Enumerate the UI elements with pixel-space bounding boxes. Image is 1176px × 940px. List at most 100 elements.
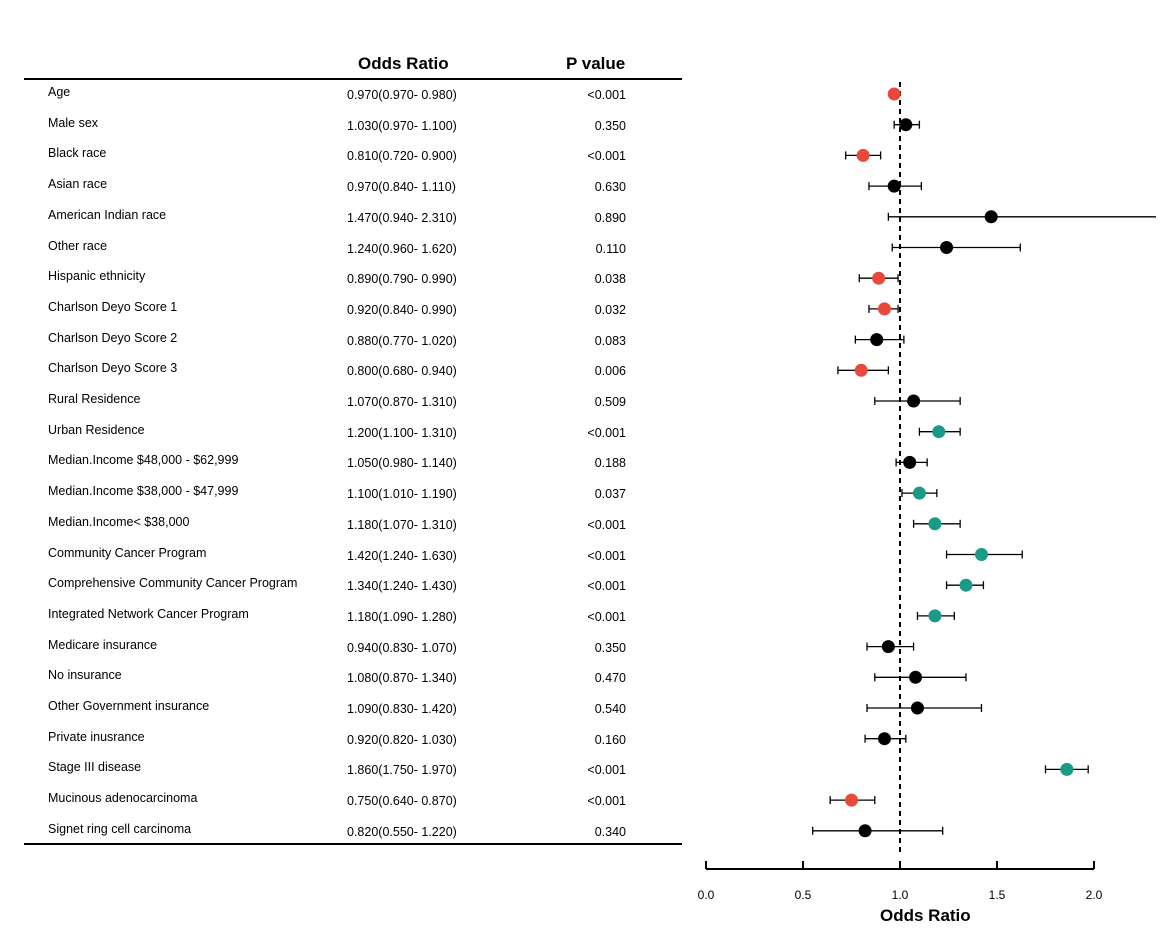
odds-ratio-ci-value: 1.470(0.940- 2.310) (347, 210, 457, 225)
odds-ratio-ci-value: 0.810(0.720- 0.900) (347, 149, 457, 164)
row-label: Charlson Deyo Score 1 (48, 299, 178, 314)
point-estimate (858, 824, 872, 838)
table-row: Male sex 1.030(0.970- 1.100) 0.350 (0, 110, 700, 140)
row-label: Comprehensive Community Cancer Program (48, 576, 298, 591)
row-label: Charlson Deyo Score 2 (48, 330, 178, 345)
row-label: Black race (48, 146, 107, 161)
odds-ratio-ci-value: 1.420(1.240- 1.630) (347, 548, 457, 563)
row-label: Urban Residence (48, 422, 145, 437)
row-label: Age (48, 85, 71, 99)
p-value: <0.001 (587, 149, 626, 164)
point-estimate (984, 210, 998, 224)
p-value: 0.110 (595, 241, 626, 256)
table-row: Charlson Deyo Score 1 0.920(0.840- 0.990)… (0, 294, 700, 324)
row-label: Median.Income $38,000 - $47,999 (48, 484, 239, 499)
point-estimate (909, 670, 923, 684)
table-row: Private inusrance 0.920(0.820- 1.030) 0.16… (0, 724, 700, 754)
row-label: No insurance (48, 668, 122, 683)
row-label: Stage III disease (48, 760, 142, 775)
x-axis-title: Odds Ratio (880, 906, 971, 925)
p-value: <0.001 (587, 425, 626, 440)
table-row: Community Cancer Program 1.420(1.240- 1.6… (0, 540, 700, 570)
odds-ratio-ci-value: 0.970(0.840- 1.110) (347, 180, 456, 195)
x-tick-label: 1.0 (891, 888, 909, 902)
row-label: Hispanic ethnicity (48, 269, 146, 284)
p-value: <0.001 (587, 763, 626, 778)
p-value: <0.001 (587, 88, 626, 102)
odds-ratio-ci-value: 0.890(0.790- 0.990) (347, 272, 457, 287)
row-label: Other race (48, 238, 108, 253)
table-row: Other race 1.240(0.960- 1.620) 0.110 (0, 233, 700, 263)
point-estimate (877, 732, 891, 746)
table-row: Integrated Network Cancer Program 1.180(1… (0, 601, 700, 631)
point-estimate (940, 241, 954, 254)
table-bottom-rule (24, 843, 682, 845)
point-estimate (887, 179, 901, 193)
point-estimate (959, 578, 973, 592)
table-row: Hispanic ethnicity 0.890(0.790- 0.990) 0.0… (0, 263, 700, 293)
point-estimate (854, 363, 868, 377)
odds-ratio-ci-value: 0.970(0.970- 0.980) (347, 88, 457, 102)
point-estimate (903, 455, 917, 469)
odds-ratio-ci-value: 0.820(0.550- 1.220) (347, 824, 457, 839)
p-value: 0.083 (594, 333, 626, 348)
table-row: Urban Residence 1.200(1.100- 1.310) <0.001 (0, 417, 700, 447)
p-value: 0.037 (594, 487, 626, 502)
point-estimate (870, 333, 884, 347)
table-row: Median.Income $48,000 - $62,999 1.050(0.9… (0, 447, 700, 477)
p-value: 0.890 (594, 210, 626, 225)
point-estimate (928, 517, 942, 531)
odds-ratio-ci-value: 0.940(0.830- 1.070) (347, 640, 457, 655)
point-estimate (974, 548, 988, 561)
row-label: Medicare insurance (48, 637, 158, 652)
odds-ratio-ci-value: 1.200(1.100- 1.310) (347, 425, 457, 440)
point-estimate (907, 394, 921, 408)
odds-ratio-ci-value: 1.050(0.980- 1.140) (347, 456, 457, 471)
p-value: 0.038 (594, 272, 626, 287)
point-estimate (932, 425, 946, 439)
table-row: Median.Income $38,000 - $47,999 1.100(1.0… (0, 478, 700, 508)
point-estimate (877, 302, 891, 316)
p-value: <0.001 (587, 794, 626, 809)
p-value: 0.188 (594, 456, 626, 471)
p-value: 0.509 (594, 395, 626, 409)
point-estimate (887, 87, 901, 101)
odds-ratio-ci-value: 1.180(1.070- 1.310) (347, 517, 457, 532)
p-value: 0.630 (594, 180, 626, 195)
row-label: Integrated Network Cancer Program (48, 606, 249, 621)
table-row: Rural Residence 1.070(0.870- 1.310) 0.509 (0, 386, 700, 416)
table-row: Comprehensive Community Cancer Program 1.… (0, 570, 700, 600)
odds-ratio-ci-value: 1.180(1.090- 1.280) (347, 609, 457, 624)
p-value: 0.006 (594, 364, 626, 379)
p-value: 0.032 (594, 302, 626, 317)
table-row: Mucinous adenocarcinoma 0.750(0.640- 0.87… (0, 785, 700, 815)
p-value: 0.350 (594, 118, 626, 133)
point-estimate (881, 640, 895, 654)
row-label: Community Cancer Program (48, 545, 207, 560)
point-estimate (856, 148, 870, 162)
odds-ratio-ci-value: 1.080(0.870- 1.340) (347, 671, 457, 686)
odds-ratio-ci-value: 1.340(1.240- 1.430) (347, 579, 457, 594)
row-label: Charlson Deyo Score 3 (48, 361, 178, 376)
point-estimate (899, 118, 913, 132)
p-value: 0.160 (594, 732, 626, 747)
p-value: <0.001 (587, 579, 626, 594)
p-value: <0.001 (587, 609, 626, 624)
row-label: Other Government insurance (48, 699, 210, 713)
odds-ratio-ci-value: 1.090(0.830- 1.420) (347, 702, 457, 716)
odds-ratio-ci-value: 1.070(0.870- 1.310) (347, 395, 457, 409)
x-tick-label: 1.5 (988, 888, 1006, 902)
row-label: Median.Income< $38,000 (48, 514, 190, 529)
table-row: No insurance 1.080(0.870- 1.340) 0.470 (0, 662, 700, 692)
table-row: Asian race 0.970(0.840- 1.110) 0.630 (0, 171, 700, 201)
table-row: Charlson Deyo Score 3 0.800(0.680- 0.940)… (0, 355, 700, 385)
row-label: Asian race (48, 177, 108, 192)
odds-ratio-ci-value: 0.880(0.770- 1.020) (347, 333, 457, 348)
p-value-column-header: P value (566, 54, 626, 73)
table-row: Black race 0.810(0.720- 0.900) <0.001 (0, 140, 700, 170)
table-row: American Indian race 1.470(0.940- 2.310) 0… (0, 202, 700, 232)
odds-ratio-ci-value: 0.920(0.840- 0.990) (347, 302, 457, 317)
table-row: Median.Income< $38,000 1.180(1.070- 1.310… (0, 509, 700, 539)
odds-ratio-ci-value: 0.800(0.680- 0.940) (347, 364, 457, 379)
p-value: <0.001 (587, 548, 626, 563)
